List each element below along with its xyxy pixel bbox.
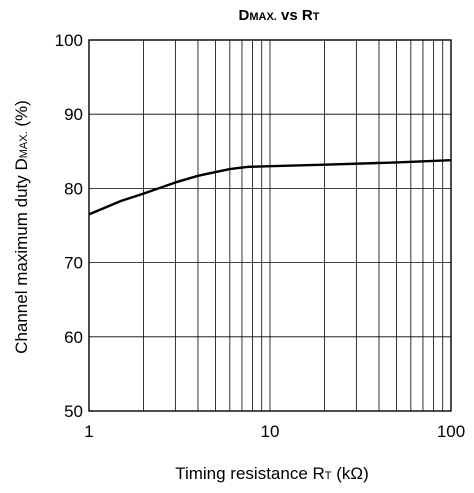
grid <box>89 40 451 411</box>
title-mid: vs <box>277 7 302 24</box>
plot-border <box>88 39 452 412</box>
x-tick-labels: 1 10 100 <box>84 422 465 441</box>
y-tick-label: 60 <box>64 328 83 347</box>
plot-frame <box>88 39 452 412</box>
chart-title: DMAX. vs RT <box>239 7 320 24</box>
x-tick-label: 10 <box>261 422 280 441</box>
y-axis-label-sub: MAX. <box>18 131 30 158</box>
title-part2-sub: T <box>313 11 320 23</box>
title-part1-sub: MAX. <box>249 11 277 23</box>
y-tick-labels: 50 60 70 80 90 100 <box>55 31 83 421</box>
x-axis-label-pre: Timing resistance R <box>175 464 325 483</box>
y-tick-label: 100 <box>55 31 83 50</box>
y-tick-label: 50 <box>64 402 83 421</box>
series-line <box>88 159 452 216</box>
title-part2-main: R <box>302 7 313 24</box>
title-part1-main: D <box>239 7 250 24</box>
series-layer <box>88 159 452 216</box>
x-axis-label-post: (kΩ) <box>332 464 369 483</box>
y-tick-label: 80 <box>64 179 83 198</box>
y-axis-label-post: (%) <box>12 100 31 131</box>
y-tick-label: 70 <box>64 254 83 273</box>
x-tick-label: 100 <box>437 422 465 441</box>
x-axis-label: Timing resistance RT (kΩ) <box>175 464 369 483</box>
x-tick-label: 1 <box>84 422 93 441</box>
y-axis-label: Channel maximum duty DMAX. (%) <box>12 100 31 354</box>
y-tick-label: 90 <box>64 105 83 124</box>
y-axis-label-pre: Channel maximum duty D <box>12 158 31 354</box>
x-axis-label-sub: T <box>325 470 332 482</box>
